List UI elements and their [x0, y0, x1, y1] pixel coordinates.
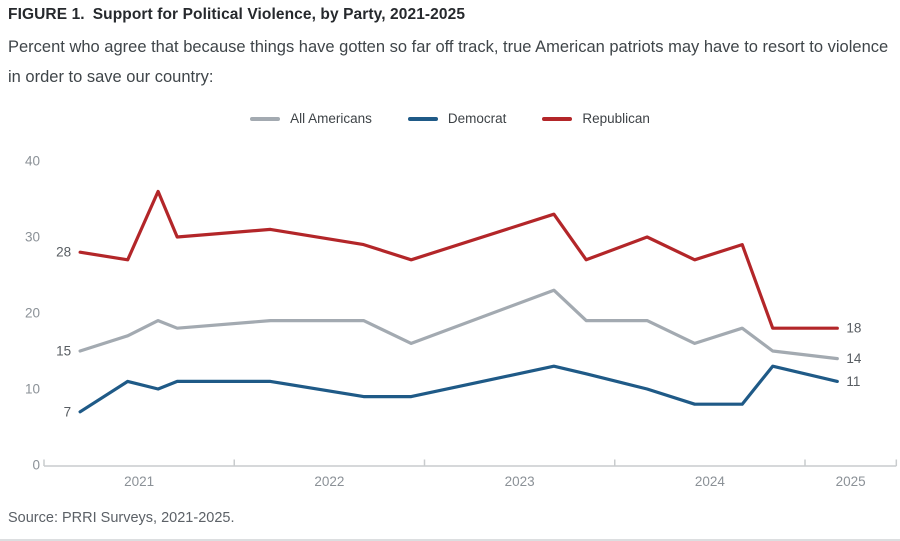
- svg-text:2021: 2021: [124, 474, 154, 489]
- svg-text:11: 11: [846, 374, 860, 389]
- democrat-line-swatch: [407, 116, 438, 121]
- svg-text:7: 7: [64, 404, 72, 419]
- republican-line-swatch: [542, 116, 573, 121]
- svg-text:2023: 2023: [505, 474, 535, 489]
- legend-item-all-americans: All Americans: [250, 111, 372, 126]
- figure-title: FIGURE 1. Support for Political Violence,…: [8, 6, 465, 24]
- legend-label: Republican: [582, 111, 650, 126]
- chart-legend: All Americans Democrat Republican: [0, 111, 900, 126]
- legend-label: All Americans: [290, 111, 372, 126]
- svg-text:10: 10: [25, 382, 40, 397]
- svg-text:18: 18: [846, 321, 861, 336]
- bottom-divider: [0, 539, 900, 541]
- all-americans-line-swatch: [250, 116, 281, 121]
- svg-text:28: 28: [56, 245, 71, 260]
- source-note: Source: PRRI Surveys, 2021-2025.: [8, 510, 235, 526]
- legend-item-republican: Republican: [542, 111, 650, 126]
- svg-text:2024: 2024: [695, 474, 726, 489]
- svg-text:2025: 2025: [836, 474, 866, 489]
- svg-text:15: 15: [56, 344, 71, 359]
- figure-label: FIGURE 1.: [8, 6, 85, 23]
- svg-text:30: 30: [25, 230, 40, 245]
- svg-text:20: 20: [25, 306, 40, 321]
- figure-title-text: Support for Political Violence, by Party…: [92, 6, 466, 23]
- legend-item-democrat: Democrat: [407, 111, 507, 126]
- svg-text:0: 0: [32, 458, 40, 473]
- legend-label: Democrat: [447, 111, 507, 126]
- svg-text:14: 14: [846, 351, 862, 366]
- svg-text:2022: 2022: [314, 474, 344, 489]
- figure-subtitle: Percent who agree that because things ha…: [8, 38, 889, 86]
- svg-text:40: 40: [25, 154, 40, 169]
